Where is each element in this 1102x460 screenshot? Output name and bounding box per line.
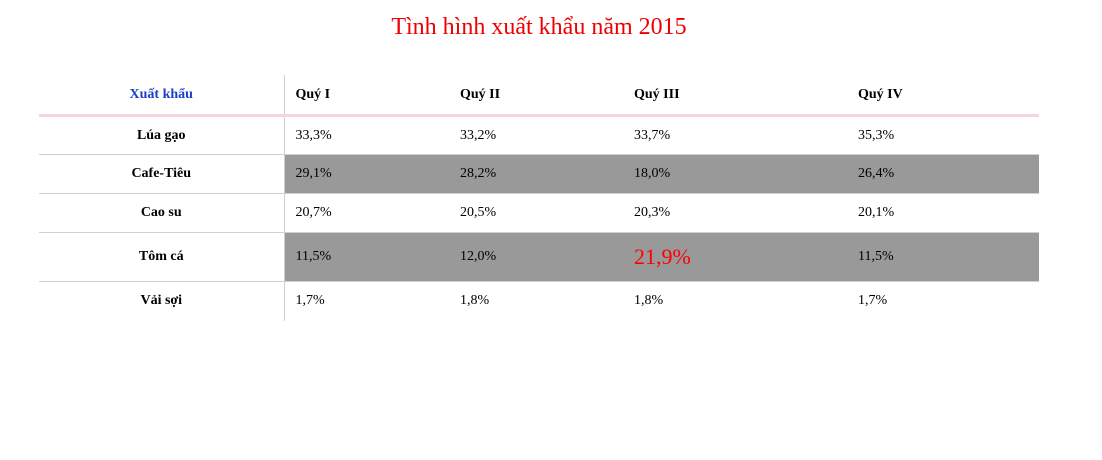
table-cell: 33,7% [634, 127, 671, 143]
table-cell: 18,0% [623, 154, 847, 194]
highlighted-cell: 21,9% [623, 232, 847, 282]
row-label: Lúa gạo [39, 115, 285, 155]
table-row-tom-ca: Tôm cá 11,5% 12,0% 21,9% 11,5% [39, 232, 1039, 282]
header-quarter-1: Quý I [284, 75, 449, 117]
table-cell: 1,8% [623, 281, 847, 321]
table-cell: 1,8% [449, 281, 623, 321]
table-cell: 28,2% [449, 154, 623, 194]
table-cell: 20,7% [284, 193, 449, 233]
table-cell: 33,3% [295, 127, 332, 143]
table-cell: 29,1% [284, 154, 449, 194]
table-cell: 11,5% [284, 232, 449, 282]
header-quarter-4: Quý IV [847, 75, 1039, 117]
header-quarter-3: Quý III [623, 75, 847, 117]
row-label: Cao su [39, 193, 285, 233]
header-quarter-2: Quý II [449, 75, 623, 117]
export-table: Xuất khẩu Quý I Quý II Quý III Quý IV Lú… [39, 75, 1039, 321]
header-export: Xuất khẩu [39, 75, 285, 117]
table-row-cafe-tieu: Cafe-Tiêu 29,1% 28,2% 18,0% 26,4% [39, 154, 1039, 194]
row-label: Cafe-Tiêu [39, 154, 285, 194]
table-cell: 1,7% [284, 281, 449, 321]
row-label: Vải sợi [39, 281, 285, 321]
table-cell: 33,2% [460, 127, 497, 143]
table-cell: 20,3% [623, 193, 847, 233]
table-cell: 35,3% [858, 127, 895, 143]
table-body: Lúa gạo 33,3% 33,2% 33,7% 35,3% Cafe-Tiê… [39, 115, 1039, 321]
table-row-cao-su: Cao su 20,7% 20,5% 20,3% 20,1% [39, 193, 1039, 233]
table-cell: 11,5% [847, 232, 1039, 282]
table-cell: 20,1% [847, 193, 1039, 233]
table-cell: 12,0% [449, 232, 623, 282]
header-row: Xuất khẩu Quý I Quý II Quý III Quý IV [39, 75, 1039, 117]
table-cell: 26,4% [847, 154, 1039, 194]
row-label: Tôm cá [39, 232, 285, 282]
table-row-lua-gao: Lúa gạo 33,3% 33,2% 33,7% 35,3% [39, 115, 1039, 155]
table-row-vai-soi: Vải sợi 1,7% 1,8% 1,8% 1,7% [39, 281, 1039, 321]
page-title: Tình hình xuất khẩu năm 2015 [391, 14, 687, 40]
table-header: Xuất khẩu Quý I Quý II Quý III Quý IV [39, 75, 1039, 117]
table-cell: 20,5% [449, 193, 623, 233]
table-cell: 1,7% [847, 281, 1039, 321]
